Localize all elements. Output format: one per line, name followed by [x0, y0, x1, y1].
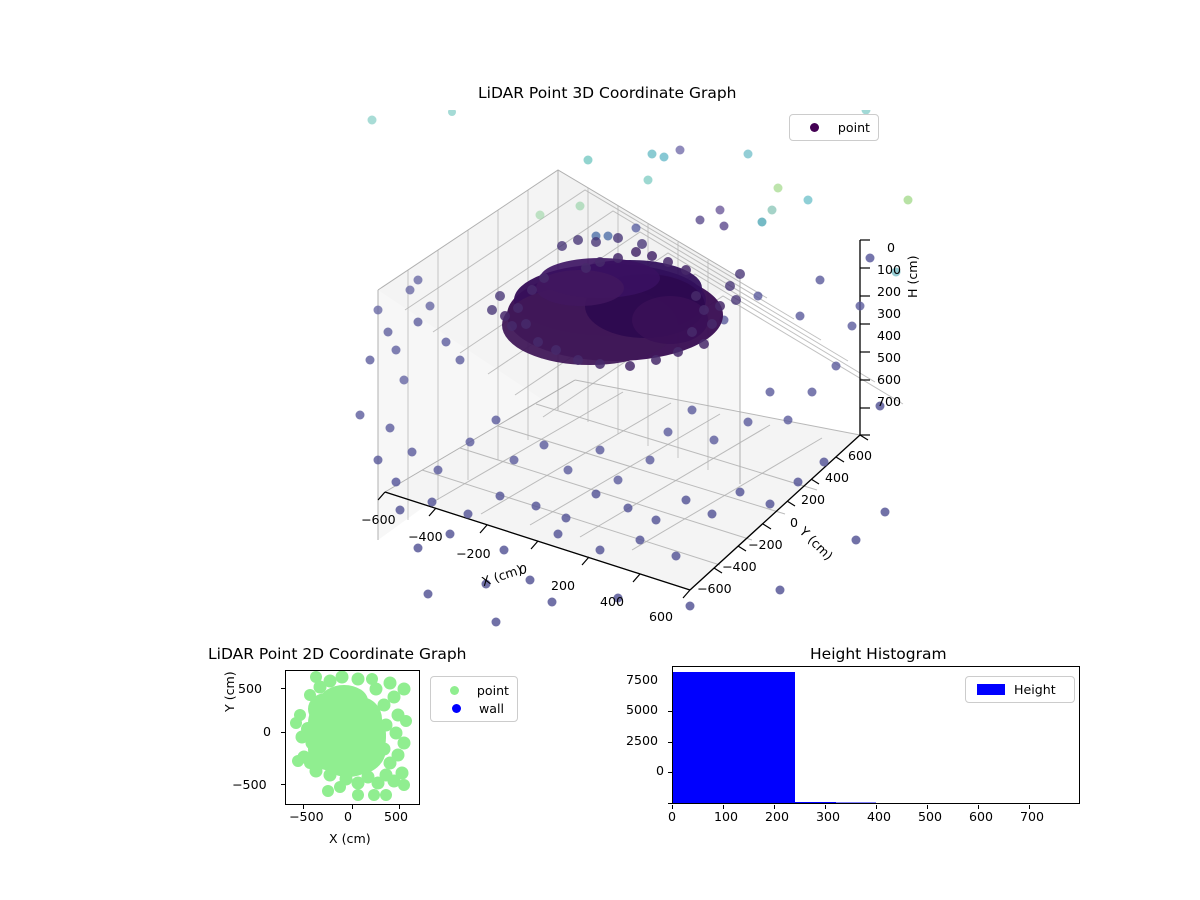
- scatter2d-ylabel: Y (cm): [222, 671, 237, 712]
- histogram-xtickmark-5: [927, 805, 928, 809]
- scatter3d-xtick-5: 400: [600, 594, 625, 609]
- histogram-bar-4: [836, 802, 876, 803]
- scatter2d-ytick-2: −500: [232, 777, 267, 792]
- scatter3d-xtick-4: 200: [551, 578, 576, 593]
- scatter3d-xtick-3: 0: [519, 562, 528, 577]
- histogram-xtick-4: 400: [867, 809, 892, 824]
- legend-label-point-2d: point: [476, 682, 509, 698]
- scatter3d-points-outliers: [355, 110, 913, 627]
- point-marker-icon: [439, 685, 471, 695]
- histogram-ytickmark-0: [668, 803, 672, 804]
- scatter2d-xtick-2: 500: [384, 809, 409, 824]
- histogram-xtick-7: 700: [1020, 809, 1045, 824]
- histogram-xtickmark-7: [1029, 805, 1030, 809]
- histogram-xtickmark-6: [978, 805, 979, 809]
- histogram-xtickmark-0: [672, 805, 673, 809]
- histogram-ytick-0: 0: [656, 763, 665, 778]
- histogram-ytickmark-2: [668, 742, 672, 743]
- scatter3d-ztick-2: 200: [877, 284, 902, 299]
- scatter2d-xlabel: X (cm): [329, 831, 371, 846]
- histogram-bar-5: [876, 803, 917, 804]
- histogram-axes[interactable]: [672, 666, 1080, 804]
- histogram-ytick-1: 2500: [626, 733, 659, 748]
- scatter2d-ytickmark-2: [281, 784, 285, 785]
- histogram-xtickmark-3: [825, 805, 826, 809]
- histogram-xtickmark-1: [723, 805, 724, 809]
- scatter3d-axes[interactable]: [300, 110, 940, 630]
- scatter2d-ytickmark-0: [281, 688, 285, 689]
- scatter2d-legend[interactable]: point wall: [430, 676, 518, 722]
- scatter3d-ytick-0: 600: [848, 448, 873, 463]
- point-marker-icon: [798, 123, 832, 132]
- legend-entry-point-2d[interactable]: point: [439, 681, 509, 699]
- histogram-bar-3: [795, 802, 836, 803]
- legend-label-wall: wall: [479, 700, 505, 716]
- scatter3d-xtick-1: −400: [408, 529, 443, 544]
- histogram-xtick-5: 500: [918, 809, 943, 824]
- histogram-bar-0: [673, 672, 795, 803]
- histogram-xtick-3: 300: [816, 809, 841, 824]
- scatter2d-title: LiDAR Point 2D Coordinate Graph: [208, 645, 467, 663]
- scatter3d-title: LiDAR Point 3D Coordinate Graph: [478, 84, 737, 102]
- scatter3d-ztick-6: 600: [877, 372, 902, 387]
- scatter2d-canvas: [290, 671, 412, 801]
- scatter3d-ztick-7: 700: [877, 394, 902, 409]
- legend-label-height: Height: [1014, 682, 1056, 697]
- wall-marker-icon: [439, 703, 473, 713]
- scatter3d-ztick-1: 100: [877, 262, 902, 277]
- scatter3d-xtick-0: −600: [361, 512, 396, 527]
- scatter3d-ztick-4: 400: [877, 328, 902, 343]
- scatter2d-xtickmark-0: [303, 805, 304, 809]
- legend-label-point: point: [837, 120, 870, 135]
- scatter3d-xtick-6: 600: [649, 609, 674, 624]
- scatter2d-ytick-0: 500: [238, 681, 263, 696]
- scatter3d-points-cluster: [487, 233, 745, 371]
- histogram-bars: [673, 672, 917, 804]
- scatter2d-axes[interactable]: [285, 670, 420, 805]
- legend-entry-wall[interactable]: wall: [439, 699, 509, 717]
- height-patch-icon: [974, 684, 1008, 695]
- histogram-ytick-3: 7500: [626, 672, 659, 687]
- scatter3d-ztick-0: 0: [887, 240, 896, 255]
- scatter2d-xtick-1: 0: [344, 809, 353, 824]
- scatter3d-ytick-4: −200: [748, 537, 783, 552]
- scatter3d-ytick-1: 400: [825, 470, 850, 485]
- scatter3d-ytick-6: −600: [697, 581, 732, 596]
- pane-floor: [385, 380, 860, 590]
- histogram-xtick-2: 200: [765, 809, 790, 824]
- scatter2d-ytick-1: 0: [263, 724, 272, 739]
- axis-tick-marks: [377, 239, 870, 599]
- histogram-ytickmark-3: [668, 711, 672, 712]
- histogram-ytickmark-1: [668, 772, 672, 773]
- legend-entry-height[interactable]: Height: [974, 681, 1066, 698]
- histogram-ytick-2: 5000: [626, 702, 659, 717]
- scatter2d-xtick-0: −500: [289, 809, 324, 824]
- scatter2d-points: [290, 671, 412, 801]
- scatter3d-canvas: [355, 110, 913, 627]
- scatter2d-xtickmark-2: [399, 805, 400, 809]
- scatter3d-ytick-3: 0: [790, 515, 799, 530]
- scatter3d-ztick-3: 300: [877, 306, 902, 321]
- scatter2d-ytickmark-1: [281, 732, 285, 733]
- histogram-xtick-1: 100: [714, 809, 739, 824]
- scatter3d-zlabel: H (cm): [905, 255, 920, 299]
- histogram-title: Height Histogram: [810, 645, 947, 663]
- scatter2d-xtickmark-1: [352, 805, 353, 809]
- histogram-xtick-6: 600: [969, 809, 994, 824]
- histogram-xtickmark-2: [774, 805, 775, 809]
- scatter3d-legend[interactable]: point: [789, 114, 879, 141]
- histogram-xtickmark-4: [876, 805, 877, 809]
- histogram-xtick-0: 0: [668, 809, 677, 824]
- scatter3d-ztick-5: 500: [877, 350, 902, 365]
- scatter3d-xtick-2: −200: [456, 546, 491, 561]
- legend-entry-point[interactable]: point: [798, 119, 870, 136]
- scatter3d-ytick-5: −400: [722, 559, 757, 574]
- scatter3d-ytick-2: 200: [801, 492, 826, 507]
- histogram-canvas: [673, 672, 917, 804]
- histogram-legend[interactable]: Height: [965, 676, 1075, 703]
